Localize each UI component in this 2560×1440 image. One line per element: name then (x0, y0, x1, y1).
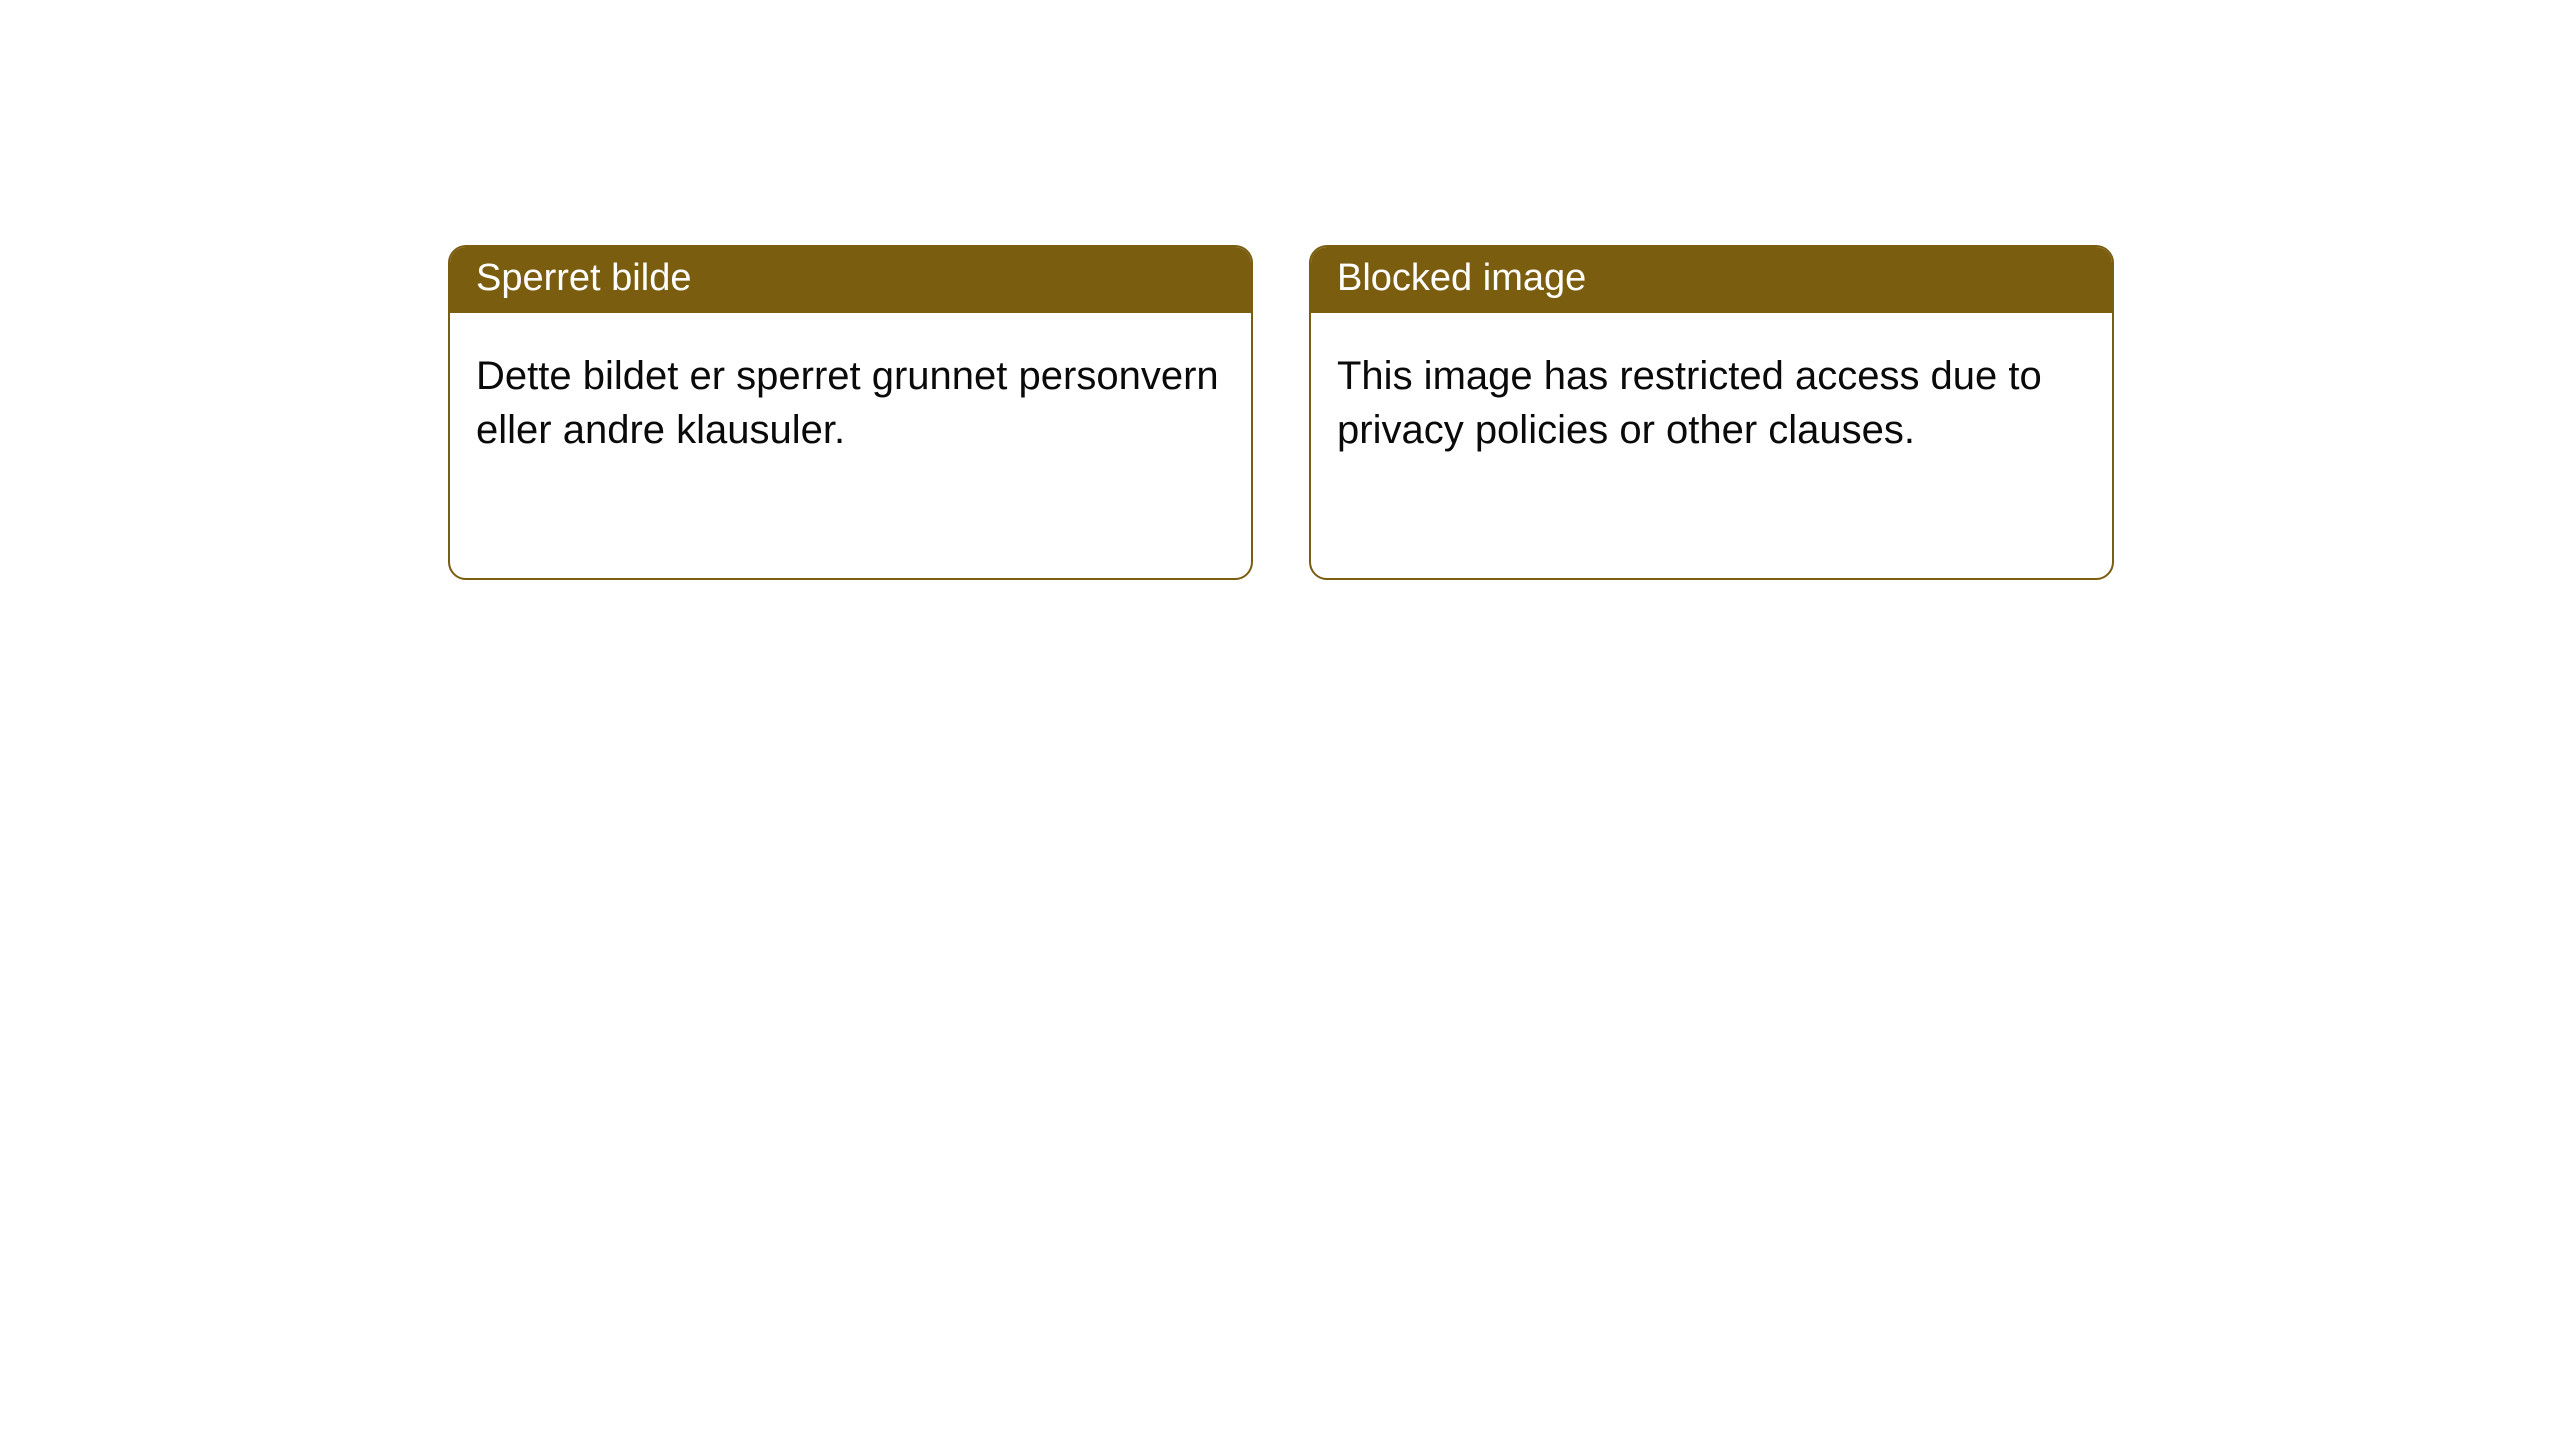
card-header: Sperret bilde (450, 247, 1251, 313)
card-header: Blocked image (1311, 247, 2112, 313)
card-body: Dette bildet er sperret grunnet personve… (450, 313, 1251, 477)
notice-container: Sperret bilde Dette bildet er sperret gr… (448, 245, 2114, 580)
card-title: Sperret bilde (476, 257, 691, 299)
notice-card-norwegian: Sperret bilde Dette bildet er sperret gr… (448, 245, 1253, 580)
notice-card-english: Blocked image This image has restricted … (1309, 245, 2114, 580)
card-message: Dette bildet er sperret grunnet personve… (476, 354, 1219, 452)
card-message: This image has restricted access due to … (1337, 354, 2042, 452)
card-title: Blocked image (1337, 257, 1586, 299)
card-body: This image has restricted access due to … (1311, 313, 2112, 477)
